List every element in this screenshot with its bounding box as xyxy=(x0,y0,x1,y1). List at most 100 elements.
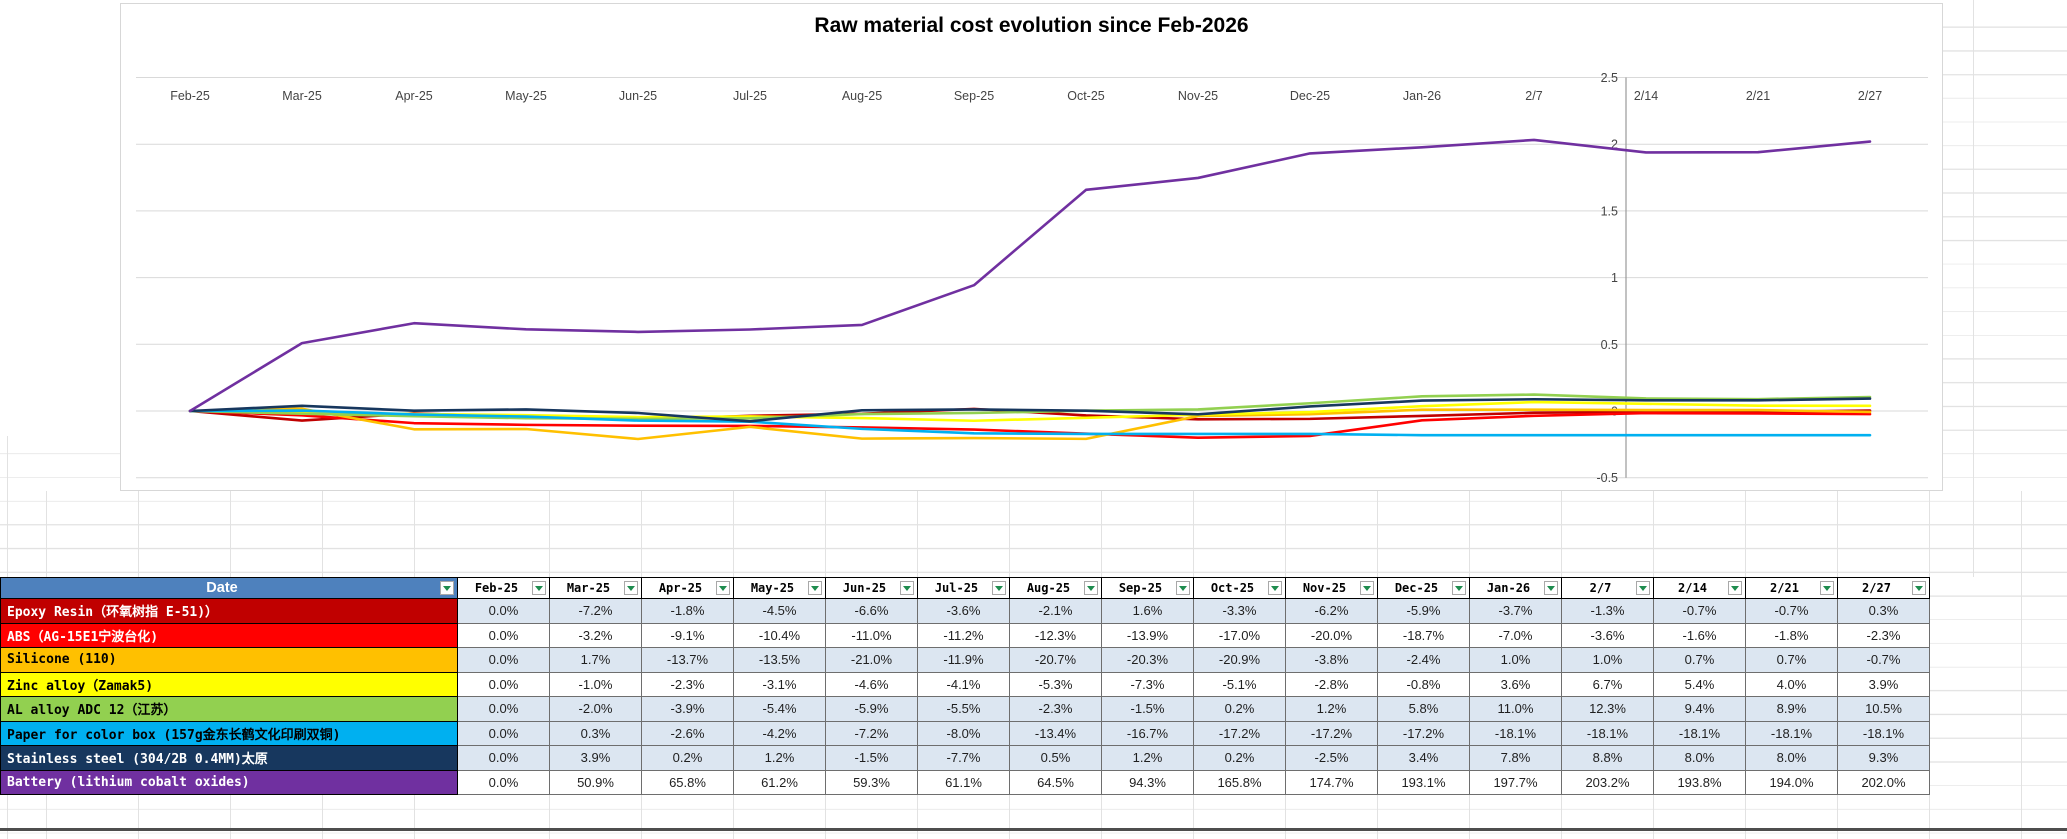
table-header-date[interactable]: Date xyxy=(1,578,458,599)
table-header-month[interactable]: Jun-25 xyxy=(826,578,918,599)
table-cell[interactable]: -5.5% xyxy=(918,697,1010,722)
table-cell[interactable]: -17.0% xyxy=(1194,623,1286,648)
table-cell[interactable]: -10.4% xyxy=(734,623,826,648)
table-cell[interactable]: -1.6% xyxy=(1654,623,1746,648)
table-cell[interactable]: 0.0% xyxy=(458,599,550,624)
table-cell[interactable]: -11.0% xyxy=(826,623,918,648)
table-cell[interactable]: 8.9% xyxy=(1746,697,1838,722)
table-cell[interactable]: -7.2% xyxy=(826,721,918,746)
table-cell[interactable]: 202.0% xyxy=(1838,770,1930,795)
table-cell[interactable]: -17.2% xyxy=(1378,721,1470,746)
table-cell[interactable]: -4.6% xyxy=(826,672,918,697)
table-cell[interactable]: 94.3% xyxy=(1102,770,1194,795)
table-cell[interactable]: -5.9% xyxy=(1378,599,1470,624)
table-cell[interactable]: -7.0% xyxy=(1470,623,1562,648)
table-cell[interactable]: -3.6% xyxy=(1562,623,1654,648)
table-cell[interactable]: -3.1% xyxy=(734,672,826,697)
table-cell[interactable]: -17.2% xyxy=(1286,721,1378,746)
table-cell[interactable]: -4.5% xyxy=(734,599,826,624)
table-cell[interactable]: -11.9% xyxy=(918,648,1010,673)
table-cell[interactable]: -4.2% xyxy=(734,721,826,746)
table-cell[interactable]: 5.8% xyxy=(1378,697,1470,722)
table-cell[interactable]: 1.6% xyxy=(1102,599,1194,624)
table-cell[interactable]: 197.7% xyxy=(1470,770,1562,795)
table-cell[interactable]: 0.7% xyxy=(1654,648,1746,673)
table-header-month[interactable]: Feb-25 xyxy=(458,578,550,599)
table-cell[interactable]: 64.5% xyxy=(1010,770,1102,795)
table-cell[interactable]: -18.1% xyxy=(1562,721,1654,746)
series-line[interactable] xyxy=(188,393,1872,421)
table-cell[interactable]: -0.8% xyxy=(1378,672,1470,697)
table-cell[interactable]: 165.8% xyxy=(1194,770,1286,795)
table-cell[interactable]: -3.2% xyxy=(550,623,642,648)
table-cell[interactable]: 61.2% xyxy=(734,770,826,795)
table-cell[interactable]: 0.0% xyxy=(458,770,550,795)
table-header-month[interactable]: Oct-25 xyxy=(1194,578,1286,599)
table-cell[interactable]: -2.8% xyxy=(1286,672,1378,697)
table-cell[interactable]: -20.9% xyxy=(1194,648,1286,673)
table-header-month[interactable]: Sep-25 xyxy=(1102,578,1194,599)
table-cell[interactable]: 10.5% xyxy=(1838,697,1930,722)
series-line[interactable] xyxy=(188,407,1872,441)
table-cell[interactable]: 8.0% xyxy=(1654,746,1746,771)
row-label[interactable]: Epoxy Resin（环氧树指 E-51)） xyxy=(1,599,458,624)
filter-dropdown[interactable] xyxy=(624,581,638,595)
filter-dropdown[interactable] xyxy=(808,581,822,595)
series-line[interactable] xyxy=(188,397,1872,423)
table-header-month[interactable]: Mar-25 xyxy=(550,578,642,599)
table-cell[interactable]: 0.0% xyxy=(458,623,550,648)
table-cell[interactable]: 1.2% xyxy=(1286,697,1378,722)
row-label[interactable]: ABS（AG-15E1宁波台化) xyxy=(1,623,458,648)
table-cell[interactable]: 174.7% xyxy=(1286,770,1378,795)
table-cell[interactable]: 0.0% xyxy=(458,746,550,771)
filter-dropdown[interactable] xyxy=(440,581,454,595)
table-cell[interactable]: 0.2% xyxy=(1194,746,1286,771)
table-cell[interactable]: -0.7% xyxy=(1838,648,1930,673)
filter-dropdown[interactable] xyxy=(1544,581,1558,595)
table-cell[interactable]: -20.0% xyxy=(1286,623,1378,648)
row-label[interactable]: Paper for color box (157g金东长鹤文化印刷双铜) xyxy=(1,721,458,746)
table-cell[interactable]: 3.9% xyxy=(1838,672,1930,697)
table-cell[interactable]: 1.2% xyxy=(734,746,826,771)
table-cell[interactable]: 1.0% xyxy=(1562,648,1654,673)
table-cell[interactable]: 0.0% xyxy=(458,648,550,673)
table-cell[interactable]: 3.4% xyxy=(1378,746,1470,771)
table-cell[interactable]: -13.9% xyxy=(1102,623,1194,648)
filter-dropdown[interactable] xyxy=(1728,581,1742,595)
table-cell[interactable]: 9.3% xyxy=(1838,746,1930,771)
table-cell[interactable]: 65.8% xyxy=(642,770,734,795)
row-label[interactable]: Battery (lithium cobalt oxides) xyxy=(1,770,458,795)
table-cell[interactable]: -18.1% xyxy=(1654,721,1746,746)
table-header-month[interactable]: 2/7 xyxy=(1562,578,1654,599)
table-cell[interactable]: -2.3% xyxy=(1838,623,1930,648)
table-cell[interactable]: -1.0% xyxy=(550,672,642,697)
table-cell[interactable]: -2.4% xyxy=(1378,648,1470,673)
table-cell[interactable]: 203.2% xyxy=(1562,770,1654,795)
table-cell[interactable]: 50.9% xyxy=(550,770,642,795)
table-header-month[interactable]: Aug-25 xyxy=(1010,578,1102,599)
table-cell[interactable]: -3.8% xyxy=(1286,648,1378,673)
table-cell[interactable]: 59.3% xyxy=(826,770,918,795)
table-cell[interactable]: -3.3% xyxy=(1194,599,1286,624)
table-cell[interactable]: 61.1% xyxy=(918,770,1010,795)
table-header-month[interactable]: 2/14 xyxy=(1654,578,1746,599)
table-cell[interactable]: -5.9% xyxy=(826,697,918,722)
filter-dropdown[interactable] xyxy=(1176,581,1190,595)
table-cell[interactable]: -3.6% xyxy=(918,599,1010,624)
table-cell[interactable]: 0.5% xyxy=(1010,746,1102,771)
table-header-month[interactable]: 2/27 xyxy=(1838,578,1930,599)
table-cell[interactable]: -7.7% xyxy=(918,746,1010,771)
table-cell[interactable]: -1.3% xyxy=(1562,599,1654,624)
table-cell[interactable]: -11.2% xyxy=(918,623,1010,648)
table-header-month[interactable]: Dec-25 xyxy=(1378,578,1470,599)
table-cell[interactable]: -13.5% xyxy=(734,648,826,673)
table-header-month[interactable]: Nov-25 xyxy=(1286,578,1378,599)
table-cell[interactable]: -5.3% xyxy=(1010,672,1102,697)
table-cell[interactable]: 5.4% xyxy=(1654,672,1746,697)
table-cell[interactable]: -1.8% xyxy=(642,599,734,624)
table-header-month[interactable]: Jan-26 xyxy=(1470,578,1562,599)
table-cell[interactable]: -20.7% xyxy=(1010,648,1102,673)
table-cell[interactable]: -18.1% xyxy=(1838,721,1930,746)
table-cell[interactable]: -20.3% xyxy=(1102,648,1194,673)
table-cell[interactable]: -7.2% xyxy=(550,599,642,624)
